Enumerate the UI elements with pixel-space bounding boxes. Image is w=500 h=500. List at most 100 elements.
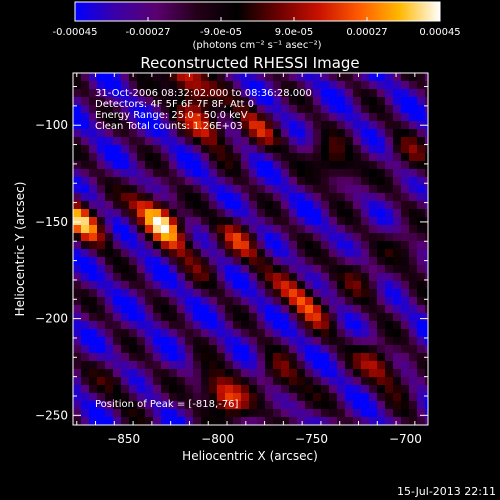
heatmap-cell: [265, 153, 274, 162]
heatmap-cell: [393, 393, 402, 402]
heatmap-cell: [113, 129, 122, 138]
heatmap-cell: [217, 249, 226, 258]
heatmap-cell: [153, 257, 162, 266]
heatmap-cell: [217, 145, 226, 154]
heatmap-cell: [377, 265, 386, 274]
heatmap-cell: [281, 153, 290, 162]
heatmap-cell: [273, 337, 282, 346]
heatmap-cell: [401, 73, 410, 82]
heatmap-cell: [113, 353, 122, 362]
heatmap-cell: [233, 201, 242, 210]
heatmap-cell: [313, 337, 322, 346]
heatmap-cell: [385, 249, 394, 258]
heatmap-cell: [233, 185, 242, 194]
heatmap-cell: [409, 417, 418, 425]
heatmap-cell: [281, 377, 290, 386]
heatmap-cell: [257, 121, 266, 130]
heatmap-cell: [145, 73, 154, 82]
heatmap-cell: [177, 233, 186, 242]
heatmap-cell: [337, 129, 346, 138]
heatmap-cell: [89, 81, 98, 90]
heatmap-cell: [105, 345, 114, 354]
heatmap-cell: [377, 193, 386, 202]
heatmap-cell: [217, 369, 226, 378]
heatmap-cell: [129, 297, 138, 306]
heatmap-cell: [113, 225, 122, 234]
heatmap-cell: [209, 105, 218, 114]
heatmap-cell: [73, 113, 82, 122]
heatmap-cell: [97, 177, 106, 186]
heatmap-cell: [265, 337, 274, 346]
heatmap-cell: [257, 337, 266, 346]
heatmap-cell: [193, 201, 202, 210]
heatmap-cell: [177, 377, 186, 386]
heatmap-cell: [161, 281, 170, 290]
heatmap-cell: [321, 289, 330, 298]
heatmap-cell: [329, 121, 338, 130]
heatmap-cell: [385, 129, 394, 138]
heatmap-cell: [265, 417, 274, 425]
heatmap-cell: [329, 281, 338, 290]
heatmap-cell: [105, 193, 114, 202]
heatmap-cell: [361, 281, 370, 290]
heatmap-cell: [417, 193, 426, 202]
heatmap-cell: [185, 217, 194, 226]
heatmap-cell: [361, 273, 370, 282]
heatmap-cell: [337, 265, 346, 274]
heatmap-cell: [313, 217, 322, 226]
heatmap-cell: [233, 417, 242, 425]
heatmap-cell: [193, 353, 202, 362]
heatmap-cell: [329, 137, 338, 146]
heatmap-cell: [145, 369, 154, 378]
heatmap-cell: [297, 377, 306, 386]
heatmap-cell: [233, 289, 242, 298]
heatmap-cell: [185, 265, 194, 274]
heatmap-cell: [361, 89, 370, 98]
heatmap-cell: [385, 113, 394, 122]
heatmap-cell: [257, 321, 266, 330]
heatmap-cell: [305, 249, 314, 258]
heatmap-cell: [361, 169, 370, 178]
heatmap-cell: [193, 105, 202, 114]
heatmap-cell: [377, 409, 386, 418]
heatmap-cell: [177, 137, 186, 146]
heatmap-cell: [137, 401, 146, 410]
heatmap-cell: [353, 297, 362, 306]
heatmap-cell: [337, 409, 346, 418]
heatmap-cell: [97, 297, 106, 306]
heatmap-cell: [249, 297, 258, 306]
heatmap-cell: [129, 369, 138, 378]
heatmap-cell: [297, 281, 306, 290]
heatmap-cell: [409, 129, 418, 138]
heatmap-cell: [97, 233, 106, 242]
heatmap-cell: [89, 265, 98, 274]
heatmap-cell: [73, 105, 82, 114]
heatmap-cell: [193, 217, 202, 226]
heatmap-cell: [345, 169, 354, 178]
heatmap-cell: [233, 313, 242, 322]
heatmap-cell: [353, 345, 362, 354]
heatmap-cell: [249, 393, 258, 402]
heatmap-cell: [249, 241, 258, 250]
heatmap-cell: [289, 345, 298, 354]
heatmap-cell: [161, 209, 170, 218]
heatmap-cell: [313, 273, 322, 282]
heatmap-cell: [153, 129, 162, 138]
heatmap-cell: [257, 185, 266, 194]
heatmap-cell: [105, 393, 114, 402]
heatmap-cell: [345, 305, 354, 314]
heatmap-cell: [409, 225, 418, 234]
heatmap-cell: [169, 417, 178, 425]
heatmap-cell: [401, 289, 410, 298]
heatmap-cell: [201, 233, 210, 242]
heatmap-cell: [257, 233, 266, 242]
heatmap-cell: [73, 329, 82, 338]
heatmap-cell: [137, 297, 146, 306]
heatmap-cell: [265, 393, 274, 402]
heatmap-cell: [353, 233, 362, 242]
heatmap-cell: [121, 217, 130, 226]
heatmap-cell: [73, 241, 82, 250]
heatmap-cell: [425, 241, 428, 250]
heatmap-cell: [289, 201, 298, 210]
heatmap-cell: [73, 353, 82, 362]
